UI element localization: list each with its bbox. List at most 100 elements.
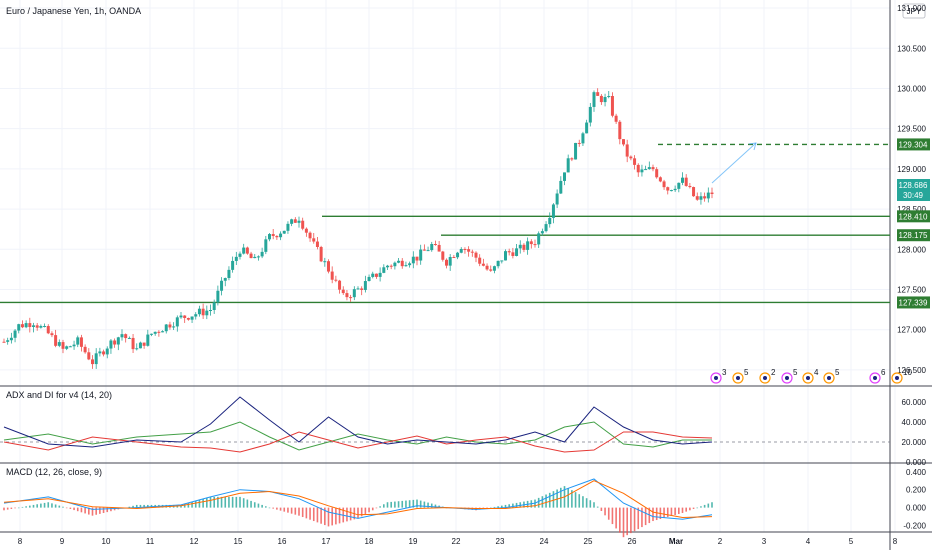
macd-hist-bar — [493, 506, 496, 508]
candle-body — [183, 315, 187, 318]
macd-hist-bar — [401, 500, 404, 508]
candle-body — [223, 278, 227, 281]
projection-arrow[interactable] — [711, 142, 757, 184]
level-tag-label: 128.175 — [899, 231, 928, 240]
macd-hist-bar — [386, 502, 389, 508]
macd-hist-bar — [711, 502, 713, 508]
candle-body — [684, 177, 688, 186]
macd-hist-bar — [202, 498, 204, 508]
macd-hist-bar — [76, 507, 79, 512]
candle-body — [662, 181, 666, 188]
candle-body — [293, 219, 297, 223]
macd-hist-bar — [548, 492, 551, 508]
candle-body — [179, 315, 183, 318]
time-label: 4 — [806, 537, 811, 546]
candle-body — [496, 260, 500, 267]
candle-body — [242, 247, 246, 254]
candle-body — [220, 280, 224, 291]
candle-body — [371, 273, 375, 277]
macd-title: MACD (12, 26, close, 9) — [6, 467, 102, 477]
candle-body — [518, 244, 522, 249]
time-label: 23 — [496, 537, 505, 546]
macd-hist-bar — [390, 501, 392, 508]
candle-body — [640, 169, 644, 173]
macd-hist-bar — [670, 507, 673, 517]
candle-body — [540, 231, 544, 234]
candle-body — [467, 249, 471, 252]
currency-label: JPY — [907, 7, 922, 16]
macd-hist-bar — [349, 507, 352, 521]
candle-body — [658, 177, 662, 182]
candle-body — [500, 260, 504, 262]
macd-hist-bar — [191, 501, 193, 508]
event-icon-dot — [736, 376, 740, 380]
candle-body — [356, 288, 360, 290]
macd-hist-bar — [383, 504, 385, 508]
candle-body — [20, 324, 24, 328]
candle-body — [596, 92, 600, 96]
event-count: 4 — [814, 368, 819, 377]
candle-body — [35, 325, 39, 328]
candle-body — [212, 302, 216, 311]
macd-hist-bar — [95, 507, 97, 515]
price-axis[interactable]: 131.000 130.500 130.000 129.500 129.000 128.5… — [897, 4, 926, 375]
macd-hist-bar — [231, 496, 234, 508]
macd-hist-bar — [379, 506, 381, 508]
macd-hist-bar — [143, 504, 145, 508]
macd-hist-bar — [14, 507, 16, 509]
macd-hist-bar — [434, 504, 437, 508]
candle-body — [286, 223, 290, 231]
candle-body — [186, 317, 190, 320]
candle-body — [629, 156, 633, 159]
candle-body — [478, 257, 482, 264]
macd-hist-bar — [637, 507, 640, 530]
candle-body — [271, 234, 275, 237]
macd-hist-bar — [515, 502, 518, 508]
macd-hist-bar — [607, 507, 610, 520]
macd-hist-bar — [552, 491, 555, 508]
candle-body — [426, 250, 430, 252]
currency-box[interactable] — [902, 3, 926, 19]
events-row[interactable]: 3 5 2 5 4 5 6 10 — [710, 368, 912, 384]
candle-body — [463, 249, 467, 251]
candle-body — [194, 314, 198, 317]
macd-hist-bar — [541, 496, 544, 508]
macd-hist-bar — [287, 507, 289, 513]
time-axis[interactable]: 8 9 10 11 12 15 16 17 18 19 22 23 24 25 26 Mar 2 3 4 5 8 — [18, 537, 898, 546]
macd-hist-bar — [630, 507, 632, 534]
macd-hist-bar — [331, 507, 333, 526]
macd-hist-bar — [51, 503, 53, 508]
event-count: 5 — [793, 368, 798, 377]
candle-body — [113, 340, 117, 345]
candle-body — [87, 352, 91, 360]
macd-hist-bar — [556, 489, 558, 508]
macd-hist-bar — [504, 504, 507, 508]
macd-hist-bar — [194, 500, 197, 508]
time-label: 8 — [18, 537, 23, 546]
macd-hist-bar — [360, 507, 363, 517]
horizontal-levels[interactable] — [0, 143, 890, 304]
candle-body — [315, 241, 319, 247]
macd-tick-label: 0.000 — [906, 504, 927, 513]
candle-body — [330, 271, 334, 280]
candle-body — [304, 228, 308, 233]
candle-body — [268, 234, 271, 240]
candle-body — [231, 260, 235, 270]
candle-body — [28, 323, 32, 328]
price-tick-label: 127.500 — [897, 286, 926, 295]
macd-hist-bar — [239, 496, 241, 508]
macd-hist-bar — [644, 507, 647, 526]
macd-hist-bar — [357, 507, 359, 519]
candle-body — [585, 122, 589, 134]
macd-hist-bar — [29, 505, 31, 508]
macd-hist-bar — [305, 507, 308, 519]
macd-hist-bar — [486, 507, 488, 509]
macd-hist-bar — [652, 507, 654, 522]
macd-hist-bar — [102, 507, 105, 513]
candle-body — [699, 196, 703, 200]
macd-histogram — [3, 486, 713, 538]
macd-hist-bar — [567, 488, 569, 508]
candle-body — [504, 251, 507, 261]
macd-hist-bar — [132, 505, 134, 508]
